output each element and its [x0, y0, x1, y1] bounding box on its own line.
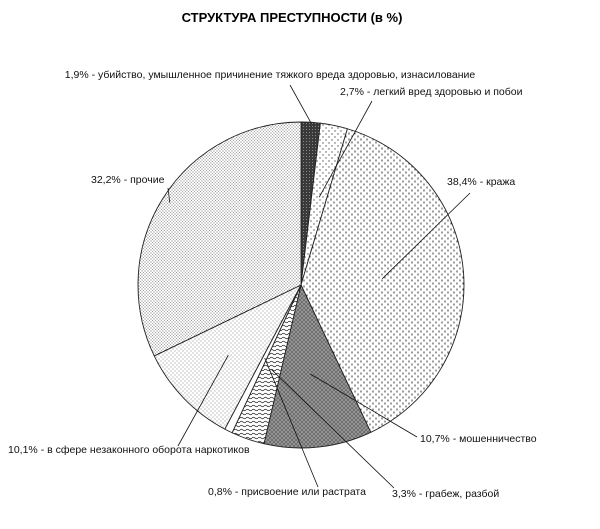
slice-label: 32,2% - прочие [91, 174, 165, 186]
slice-labels: 1,9% - убийство, умышленное причинение т… [8, 69, 537, 500]
leader-lines [167, 84, 471, 489]
leader-line [382, 192, 471, 279]
slice-label: 0,8% - присвоение или растрата [208, 486, 366, 498]
slice-label: 1,9% - убийство, умышленное причинение т… [65, 69, 476, 81]
slice-label: 2,7% - легкий вред здоровью и побои [340, 86, 523, 98]
leader-line [310, 373, 418, 438]
leader-line [271, 369, 395, 489]
pie-slice [263, 283, 372, 449]
pie-slice [300, 128, 465, 433]
slice-label: 38,4% - кража [447, 176, 515, 188]
pie-slice [137, 121, 302, 357]
slice-label: 10,1% - в сфере незаконного оборота нарк… [8, 444, 250, 456]
leader-line [177, 355, 229, 447]
leader-line [264, 357, 319, 488]
leader-line [289, 84, 312, 123]
leader-line [167, 187, 171, 203]
leader-line [318, 100, 373, 198]
slice-label: 10,7% - мошенничество [420, 433, 537, 445]
chart-title: СТРУКТУРА ПРЕСТУПНОСТИ (в %) [182, 10, 403, 25]
slice-label: 3,3% - грабеж, разбой [392, 488, 499, 500]
pie-slices [137, 121, 465, 449]
